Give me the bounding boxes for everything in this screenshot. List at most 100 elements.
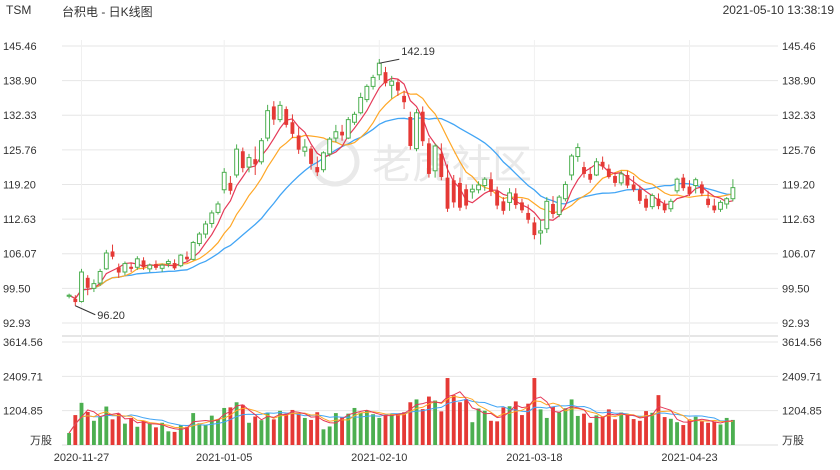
volume-tick-label-left: 3614.56 (3, 337, 43, 349)
candle-body (464, 189, 469, 206)
candle (340, 124, 344, 141)
candle-body (432, 145, 438, 172)
candle-body (458, 182, 462, 208)
volume-bar (594, 415, 599, 445)
price-tick-label-right: 132.33 (782, 110, 816, 122)
volume-bar (582, 413, 586, 445)
candle-body (147, 264, 153, 270)
candle-body (234, 148, 240, 176)
volume-bar (588, 422, 593, 445)
volume-bar (160, 422, 165, 445)
candle-body (445, 177, 450, 209)
volume-bar (333, 413, 338, 445)
price-tick-label-left: 119.20 (3, 179, 36, 191)
candle (706, 190, 711, 208)
volume-bar (675, 422, 679, 445)
volume-bar (433, 400, 438, 445)
volume-bar (327, 426, 332, 445)
volume-bar (383, 414, 388, 445)
candle (476, 181, 481, 194)
candle-body (593, 161, 599, 176)
candle-body (420, 111, 425, 142)
candle (203, 220, 209, 239)
volume-ma3-line (68, 391, 733, 434)
price-tick-label-right: 138.90 (782, 76, 816, 88)
candle (79, 268, 84, 303)
candle (258, 138, 264, 165)
price-tick-label-left: 106.07 (3, 249, 37, 261)
date-tick-label: 2020-11-27 (54, 452, 109, 464)
candle (253, 146, 258, 175)
volume-bar (79, 402, 84, 445)
candle-body (209, 212, 215, 224)
candle-body (110, 251, 115, 257)
candle-body (631, 184, 636, 190)
candle-body (613, 176, 617, 183)
candle (482, 177, 488, 191)
volume-bar (507, 406, 512, 445)
candle (315, 156, 320, 177)
candle (116, 263, 121, 278)
volume-bar (91, 420, 96, 445)
candle-body (185, 256, 189, 260)
date-tick-label: 2021-04-23 (661, 452, 717, 464)
volume-bar (520, 415, 524, 445)
candle-body (649, 195, 655, 208)
candle (432, 143, 438, 178)
volume-bars (67, 378, 735, 445)
volume-bar (420, 409, 425, 445)
volume-bar (253, 416, 258, 445)
candle (110, 244, 115, 260)
candle (458, 177, 462, 211)
candle (290, 114, 295, 139)
ma10-line (68, 90, 734, 300)
volume-bar (216, 419, 220, 445)
candle (693, 177, 699, 194)
volume-bar (563, 408, 568, 445)
volume-bar (718, 424, 723, 445)
candle (240, 147, 245, 173)
candle-body (706, 198, 711, 206)
volume-bar (129, 417, 134, 445)
date-tick-label: 2021-03-18 (506, 452, 562, 464)
candle-body (265, 110, 271, 139)
volume-bar (197, 423, 202, 445)
volume-bar (172, 431, 177, 445)
candle-body (315, 167, 320, 173)
candle-body (73, 298, 78, 303)
volume-tick-label-right: 2409.71 (782, 371, 822, 383)
volume-bar (185, 426, 189, 445)
volume-bar (656, 395, 661, 445)
candle (656, 193, 661, 210)
candle-body (383, 72, 388, 84)
candle-body (221, 171, 227, 191)
candle (271, 101, 276, 125)
volume-bar (613, 419, 617, 445)
candle-body (302, 146, 308, 152)
candle (520, 198, 524, 213)
candle (507, 188, 512, 211)
price-tick-label-right: 92.93 (782, 318, 810, 330)
candle (420, 106, 425, 146)
candle-body (489, 179, 493, 192)
candle (345, 116, 351, 140)
candle (402, 90, 407, 110)
volume-bar (538, 409, 543, 445)
candle-body (644, 198, 648, 208)
candle (637, 185, 642, 204)
candle (209, 210, 215, 228)
volume-bar (228, 407, 233, 445)
candle-body (66, 294, 72, 297)
candle (618, 170, 624, 186)
candle-body (495, 190, 500, 206)
candle (687, 180, 692, 197)
price-tick-label-left: 92.93 (3, 318, 31, 330)
candle-body (333, 131, 339, 139)
volume-bar (464, 399, 469, 445)
candle-body (687, 186, 692, 194)
watermark: 老虎社区 (310, 137, 532, 188)
candle-body (451, 180, 456, 203)
candle-body (240, 151, 245, 169)
candle (196, 231, 202, 247)
